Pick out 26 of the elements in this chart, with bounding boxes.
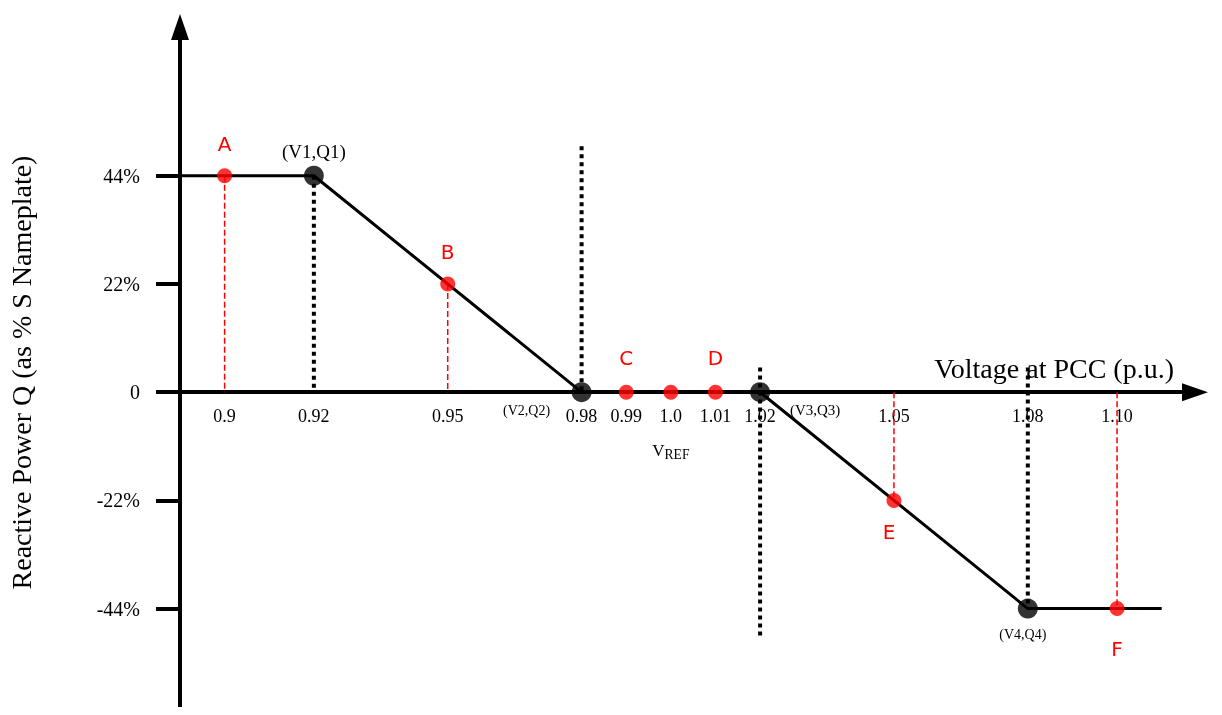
y-tick-label: -44%	[96, 597, 140, 620]
x-tick-label: 1.10	[1101, 406, 1133, 427]
annotation: A	[217, 131, 232, 156]
annotation: C	[619, 346, 634, 371]
y-tick-label: 0	[130, 381, 140, 404]
x-axis-title: Voltage at PCC (p.u.)	[934, 352, 1174, 384]
x-tick-label: 0.95	[431, 406, 464, 427]
annotation: D	[707, 346, 724, 371]
x-tick-label: 0.98	[565, 406, 598, 427]
x-tick-label: 0.9	[213, 406, 236, 427]
x-tick-label: 1.05	[878, 406, 910, 427]
annotation: B	[440, 239, 455, 264]
y-tick-label: 44%	[103, 164, 140, 187]
x-tick-label: 0.92	[298, 406, 330, 427]
y-axis-title: Reactive Power Q (as % S Nameplate)	[5, 155, 37, 590]
y-tick-label: 22%	[103, 272, 140, 295]
annotation: (V4,Q4)	[999, 627, 1047, 644]
y-tick-label: -22%	[96, 489, 140, 512]
annotation: E	[882, 520, 896, 545]
annotation: (V1,Q1)	[281, 141, 346, 164]
x-tick-label: 1.0	[659, 406, 683, 427]
annotation: (V3,Q3)	[789, 402, 841, 420]
annotation: F	[1111, 636, 1123, 661]
x-tick-label: 1.01	[699, 406, 732, 427]
x-tick-label: 0.99	[610, 406, 642, 427]
annotation: (V2,Q2)	[503, 402, 551, 419]
